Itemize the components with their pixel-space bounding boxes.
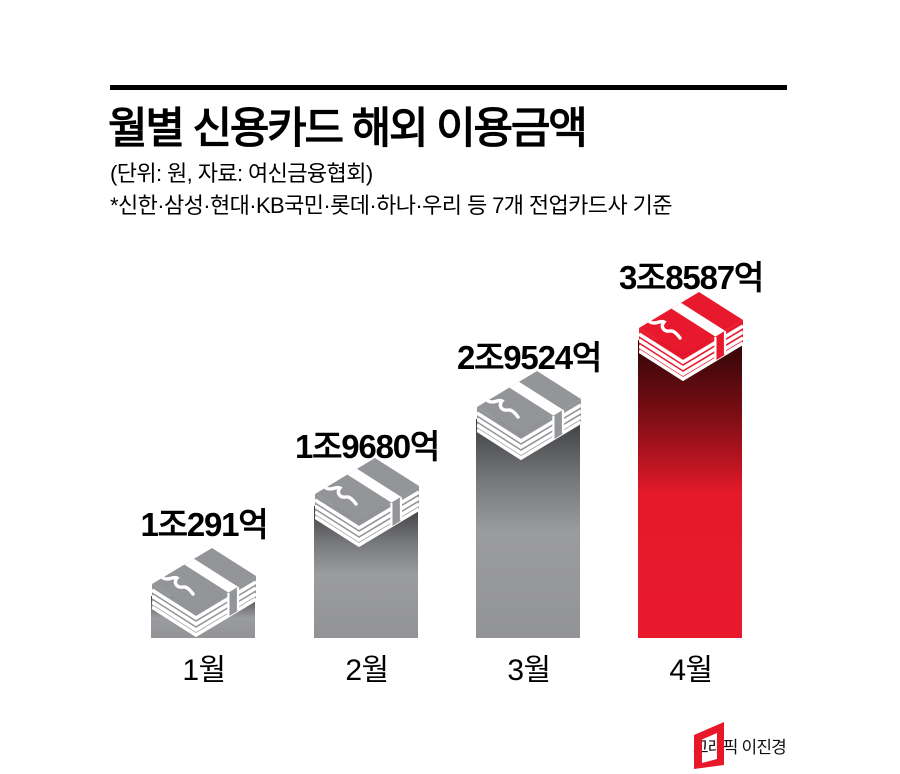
bar-category-label: 3월 — [507, 654, 551, 687]
footer: 그래픽 이진경 — [693, 722, 787, 769]
header-rule — [110, 85, 787, 90]
chart-title: 월별 신용카드 해외 이용금액 — [108, 105, 588, 153]
unit-source-note: (단위: 원, 자료: 여신금융협회) — [110, 161, 373, 186]
bar-value-label: 2조9524억 — [456, 339, 602, 376]
money-stack-icon — [314, 458, 423, 550]
money-stack-icon — [151, 548, 260, 640]
money-stack-icon — [476, 371, 585, 463]
bar-value-label: 3조8587억 — [618, 259, 764, 296]
credit-text: 그래픽 이진경 — [693, 738, 787, 757]
footnote: *신한·삼성·현대·KB국민·롯데·하나·우리 등 7개 전업카드사 기준 — [110, 193, 672, 218]
bar-m4 — [638, 340, 742, 638]
bar-value-label: 1조9680억 — [294, 428, 440, 465]
bar-category-label: 1월 — [182, 654, 226, 687]
bar-category-label: 4월 — [669, 654, 713, 687]
publisher-flag-logo-icon — [693, 722, 725, 769]
money-stack-icon — [638, 292, 747, 384]
bar-category-label: 2월 — [345, 654, 389, 687]
bar-value-label: 1조291억 — [140, 506, 269, 543]
